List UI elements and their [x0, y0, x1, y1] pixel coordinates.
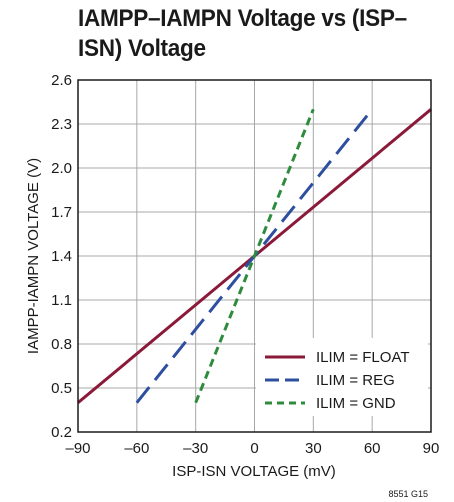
y-tick-label-0: 0.2: [51, 424, 72, 441]
series-group: [77, 108, 432, 404]
x-tick-label-4: 30: [305, 440, 322, 457]
y-tick-label-1: 0.5: [51, 380, 72, 397]
y-tick-label-7: 2.3: [51, 116, 72, 133]
y-axis-label: IAMPP-IAMPN VOLTAGE (V): [25, 158, 42, 354]
y-tick-label-4: 1.4: [51, 248, 72, 265]
figure-id: 8551 G15: [388, 489, 428, 499]
y-tick-label-5: 1.7: [51, 204, 72, 221]
x-tick-labels: –90 –60 –30 0 30 60 90: [65, 440, 439, 457]
x-tick-label-6: 90: [423, 440, 440, 457]
plot-frame: [77, 79, 432, 433]
x-tick-label-2: –30: [183, 440, 208, 457]
y-tick-label-6: 2.0: [51, 160, 72, 177]
legend-label-2: ILIM = GND: [316, 395, 396, 412]
y-tick-label-3: 1.1: [51, 292, 72, 309]
x-tick-label-5: 60: [364, 440, 381, 457]
x-tick-label-1: –60: [124, 440, 149, 457]
legend-label-1: ILIM = REG: [316, 372, 395, 389]
x-tick-label-0: –90: [65, 440, 90, 457]
x-tick-label-3: 0: [250, 440, 258, 457]
y-tick-labels: 0.2 0.5 0.8 1.1 1.4 1.7 2.0 2.3 2.6: [51, 72, 72, 441]
y-tick-label-2: 0.8: [51, 336, 72, 353]
legend-label-0: ILIM = FLOAT: [316, 349, 410, 366]
legend: ILIM = FLOAT ILIM = REG ILIM = GND: [256, 338, 428, 416]
y-tick-label-8: 2.6: [51, 72, 72, 89]
series-line-2: [194, 108, 315, 404]
chart-title: IAMPP–IAMPN Voltage vs (ISP–ISN) Voltage: [78, 5, 407, 62]
legend-background: [256, 338, 428, 416]
x-axis-label: ISP-ISN VOLTAGE (mV): [172, 463, 336, 480]
